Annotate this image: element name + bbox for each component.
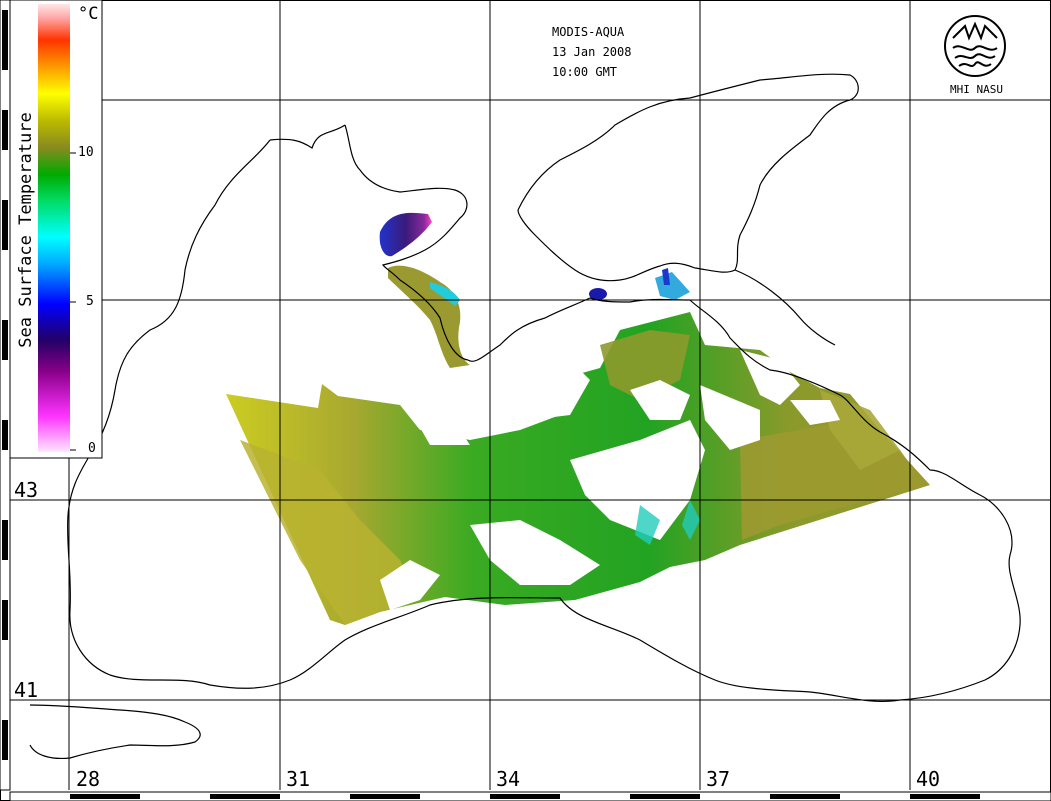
lat-label-43: 43 [14,478,39,502]
legend-title: Sea Surface Temperature [16,112,36,348]
time-label: 10:00 GMT [552,65,618,79]
lon-label-34: 34 [496,767,521,791]
legend-tick-10: 10 [78,145,94,160]
organization-label: MHI NASU [950,83,1003,96]
lon-label-37: 37 [706,767,731,791]
bottom-ruler [9,791,1051,801]
legend [9,0,103,459]
lat-label-41: 41 [14,678,39,702]
legend-tick-0: 0 [88,441,96,456]
satellite-label: MODIS-AQUA [552,25,625,39]
legend-colorbar [38,4,70,452]
sst-northwest-coast [379,212,470,368]
lon-label-31: 31 [286,767,311,791]
sst-swath [226,312,930,625]
sst-kerch [589,268,690,300]
date-label: 13 Jan 2008 [552,45,632,59]
left-ruler [0,0,11,791]
mhi-logo [944,15,1006,77]
lon-label-40: 40 [916,767,941,791]
legend-tick-5: 5 [86,294,94,309]
lon-label-28: 28 [76,767,101,791]
legend-unit: °C [78,4,99,24]
